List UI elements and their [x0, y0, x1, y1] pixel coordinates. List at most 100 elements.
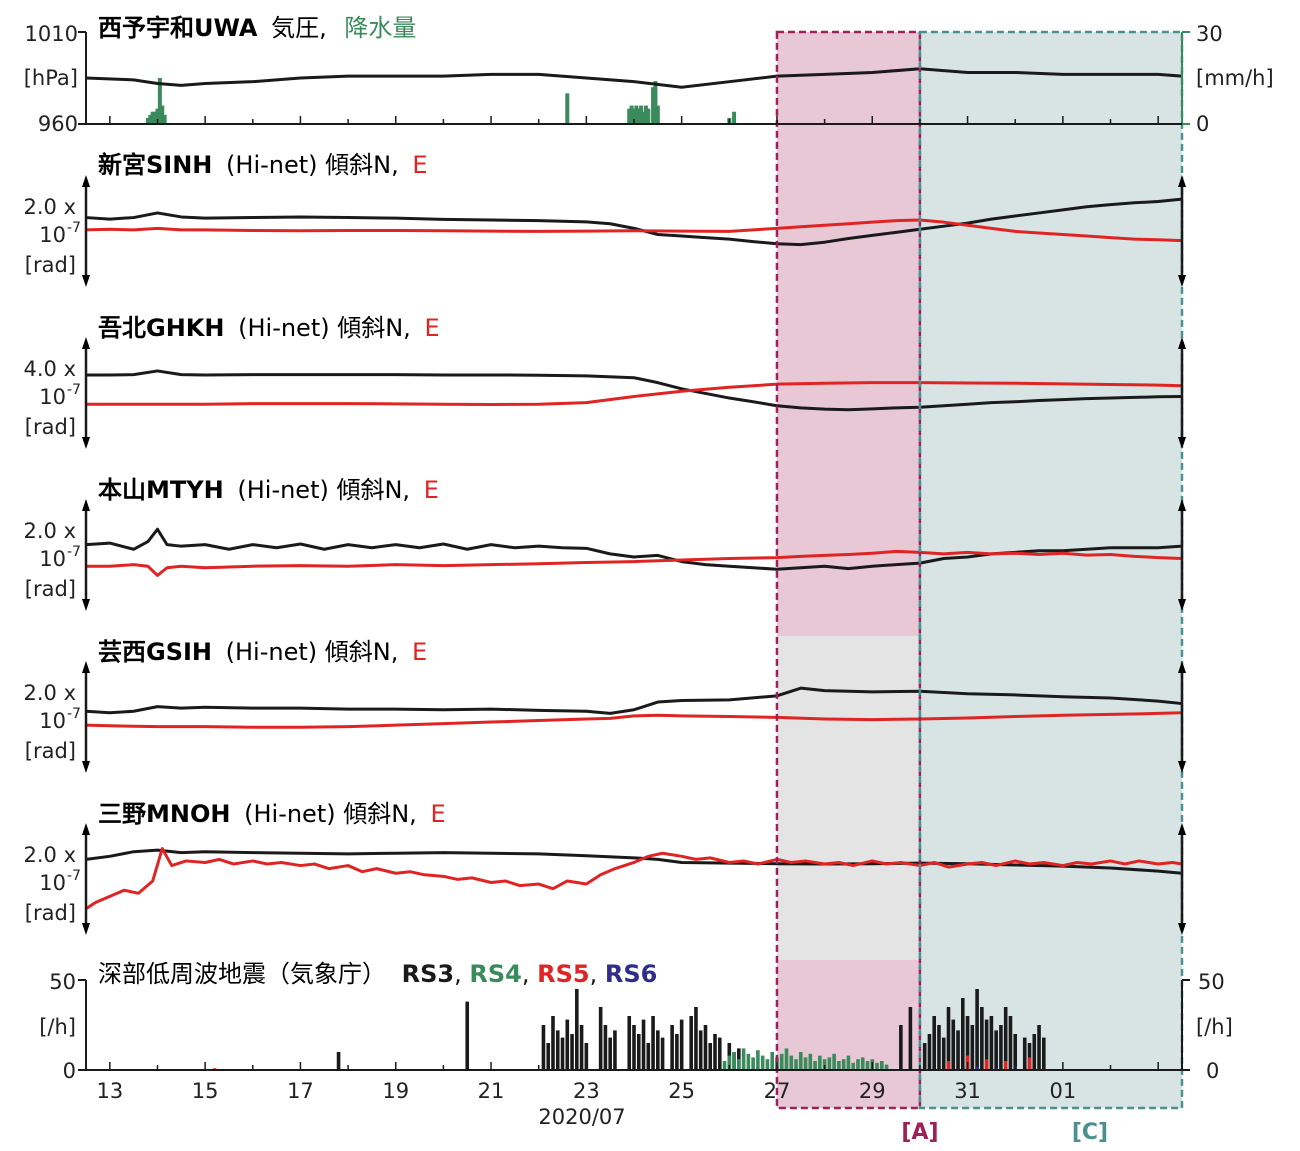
- eq-bar-rs4: [875, 1062, 879, 1070]
- panel-4-series-e: [85, 711, 1183, 729]
- rain-bar: [157, 78, 162, 124]
- panel-5-title: 三野MNOH (Hi-net) 傾斜N, E: [98, 800, 446, 828]
- panel-1-title: 新宮SINH (Hi-net) 傾斜N, E: [98, 151, 428, 179]
- eq-bar-rs3: [555, 1030, 560, 1070]
- x-tick-19: 19: [382, 1079, 409, 1103]
- region-c-shade: [919, 32, 1182, 1108]
- panel-6-title: 深部低周波地震（気象庁） RS3, RS4, RS5, RS6: [98, 960, 657, 988]
- eq-bar-rs4: [770, 1052, 774, 1070]
- rain-bar: [565, 93, 570, 124]
- eq-bar-rs3: [970, 1025, 975, 1070]
- eq-bar-rs3: [541, 1025, 546, 1070]
- region-a-shade-bottom: [776, 960, 920, 1108]
- eq-bar-rs3: [575, 989, 579, 1070]
- eq-bar-rs3: [922, 1043, 927, 1070]
- panel-4-scale-unit: [rad]: [25, 739, 76, 763]
- panel-4-series-n: [85, 686, 1183, 715]
- panel-4-scale-arrow-up-right: [1178, 661, 1186, 673]
- rain-bar: [732, 111, 737, 124]
- eq-bar-rs4: [884, 1064, 889, 1070]
- rain-bar: [651, 87, 656, 124]
- panel-4-scale-base: 10: [39, 709, 66, 733]
- eq-bar-rs3: [598, 1007, 603, 1070]
- region-a-border: [775, 30, 922, 1110]
- eq-bar-rs3: [1032, 1034, 1037, 1070]
- eq-bar-rs4: [779, 1053, 784, 1070]
- eq-bar-rs3: [941, 1037, 946, 1070]
- eq-bar-rs4: [741, 1048, 746, 1070]
- eq-bar-rs3: [636, 1034, 641, 1070]
- eq-bar-rs5: [1027, 1057, 1032, 1070]
- panel-1-series-n: [85, 197, 1183, 247]
- eq-bar-rs3: [570, 1034, 574, 1070]
- eq-bar-rs3: [951, 1019, 956, 1070]
- rain-bar: [655, 105, 660, 124]
- panel-3-scale-base: 10: [39, 547, 66, 571]
- rain-bar: [629, 105, 634, 124]
- eq-bar-rs3: [565, 1019, 570, 1070]
- eq-bar-rs3: [546, 1043, 551, 1070]
- eq-bar-rs4: [732, 1052, 736, 1070]
- rain-bar: [641, 111, 646, 124]
- eq-bar-rs4: [760, 1055, 765, 1070]
- eq-bar-rs3: [689, 1016, 693, 1070]
- eq-bar-rs3: [975, 989, 979, 1070]
- eq-bar-rs3: [946, 1007, 951, 1070]
- rain-bar: [653, 81, 658, 124]
- eq-bar-rs3: [1027, 1043, 1032, 1070]
- eq-bar-rs4: [841, 1059, 846, 1070]
- x-tick-29: 29: [859, 1079, 886, 1103]
- rain-bar: [646, 108, 651, 124]
- panel-5-series-e: [85, 847, 1183, 910]
- eq-bar-rs3: [999, 1025, 1003, 1070]
- eq-bar-rs4: [722, 1061, 727, 1070]
- eq-bar-rs4: [808, 1053, 813, 1070]
- eq-bar-rs3: [994, 1030, 998, 1070]
- panel-2-scale-arrow-up-right: [1178, 337, 1186, 349]
- eq-bar-rs3: [613, 1030, 617, 1070]
- panel-4-scale-arrow-down-right: [1178, 761, 1186, 773]
- panel-2-scale-arrow-down-left: [82, 437, 90, 449]
- eq-bar-rs3: [603, 1025, 608, 1070]
- legend-rs4: RS4: [469, 960, 521, 988]
- eq-bar-rs5: [1003, 1061, 1008, 1070]
- eq-bar-rs3: [694, 1007, 698, 1070]
- rain-unit: [mm/h]: [1196, 66, 1274, 90]
- legend-rs3: RS3: [402, 960, 454, 988]
- x-tick-15: 15: [192, 1079, 219, 1103]
- panel-3-scale-exp: -7: [67, 544, 81, 560]
- panel-4-scale-value: 2.0 x: [24, 681, 77, 705]
- panel-0-title: 西予宇和UWA 気圧, 降水量: [98, 14, 416, 42]
- x-tick-01: 01: [1050, 1079, 1077, 1103]
- panel-2-scale-value: 4.0 x: [24, 357, 77, 381]
- panel-4-station: 芸西GSIH: [98, 638, 212, 666]
- panel-3-scale-arrow-up-left: [82, 499, 90, 511]
- eq-bar-rs3: [627, 1016, 632, 1070]
- eq-bar-rs3: [708, 1043, 713, 1070]
- eq-bar-rs5: [984, 1059, 989, 1070]
- region-c-label: [C]: [1072, 1120, 1108, 1145]
- eq-bar-rs3: [1022, 1037, 1027, 1070]
- legend-rs6: RS6: [605, 960, 657, 988]
- panel-2-scale-unit: [rad]: [25, 415, 76, 439]
- eq-bar-rs3: [656, 1030, 660, 1070]
- eq-bar-rs4: [860, 1057, 865, 1070]
- panel-5-e-label: E: [430, 800, 445, 828]
- eq-bar-rs3: [584, 1043, 589, 1070]
- panel-5-station: 三野MNOH: [98, 800, 230, 828]
- eq-bar-rs3: [980, 1007, 984, 1070]
- eq-bar-rs3: [679, 1019, 684, 1070]
- eq-bar-rs3: [1008, 1016, 1013, 1070]
- panel-1-station: 新宮SINH: [98, 151, 212, 179]
- legend-rs5: RS5: [537, 960, 589, 988]
- rain-bar: [145, 117, 150, 124]
- eq-bar-rs4: [865, 1061, 870, 1070]
- eq-bar-rs3: [965, 1016, 970, 1070]
- eq-bar-rs4: [737, 1059, 741, 1070]
- rain-bar: [634, 105, 639, 124]
- eq-bar-rs3: [1037, 1025, 1041, 1070]
- panel-1-component-label: (Hi-net) 傾斜N,: [226, 151, 399, 179]
- panel-3-scale-arrow-down-left: [82, 599, 90, 611]
- panel-0-rain-label: 降水量: [344, 14, 416, 42]
